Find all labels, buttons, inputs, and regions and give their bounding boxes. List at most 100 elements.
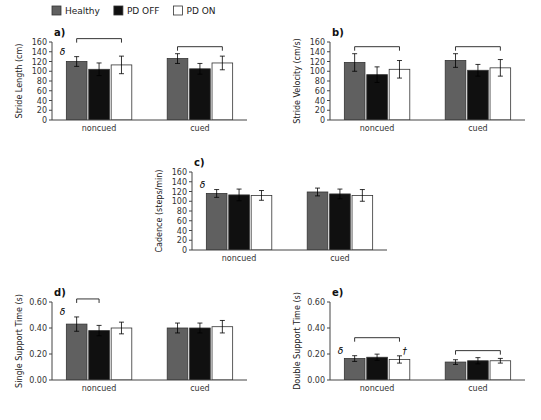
error-cap [453,67,458,68]
y-tick [189,191,192,192]
y-tick [189,181,192,182]
error-bar [352,54,357,72]
panel-title: d) [54,287,66,298]
error-line [477,64,478,76]
bar [352,195,373,250]
error-line [477,358,478,364]
error-cap [74,316,79,317]
y-tick [189,240,192,241]
y-axis [330,302,331,380]
y-axis-label: Stride Length (cm) [15,44,24,119]
bar [66,324,87,380]
error-cap [375,66,380,67]
bar [367,357,388,380]
error-cap [197,332,202,333]
error-cap [453,359,458,360]
error-bar [360,190,365,202]
error-cap [175,53,180,54]
y-tick-label: 0.40 [307,324,325,333]
bar [307,192,328,250]
x-axis [330,120,525,121]
y-tick-label: 80 [37,77,47,86]
y-tick-label: 20 [37,106,47,115]
error-bar [74,317,79,331]
legend-label: Healthy [65,6,101,16]
annotation: δ [338,346,344,356]
panel-title: e) [332,287,343,298]
error-line [99,63,100,76]
error-line [199,63,200,74]
error-bar [74,57,79,67]
error-cap [352,71,357,72]
x-tick-label: cued [330,254,349,263]
error-line [339,189,340,199]
panel-title: a) [54,27,65,38]
error-cap [97,62,102,63]
y-tick-label: 40 [177,227,187,236]
error-bar [97,63,102,76]
y-tick [327,380,330,381]
y-tick [49,302,52,303]
y-tick-label: 80 [315,77,325,86]
error-line [121,322,122,334]
bar [490,361,511,380]
error-line [177,54,178,64]
y-tick-label: 0 [320,116,325,125]
error-bar [352,356,357,362]
panel-title: c) [194,157,205,168]
y-tick-label: 120 [32,58,47,67]
error-line [354,356,355,362]
error-cap [498,59,503,60]
x-tick-label: cued [190,384,209,393]
y-tick-label: 0.60 [29,298,47,307]
bar [212,327,233,380]
error-bar [237,189,242,201]
y-tick-label: 160 [172,168,187,177]
error-cap [337,198,342,199]
annotation: δ [200,180,206,190]
figure: 020406080100120140160noncuedcuedStride L… [0,0,541,420]
error-cap [259,200,264,201]
error-cap [119,333,124,334]
error-bar [97,325,102,335]
error-cap [119,322,124,323]
error-line [399,61,400,79]
y-tick-label: 160 [310,38,325,47]
y-tick [189,201,192,202]
y-tick [327,71,330,72]
error-line [121,56,122,74]
y-tick-label: 20 [177,236,187,245]
bar [445,362,466,380]
y-tick [327,61,330,62]
y-tick [49,42,52,43]
error-line [317,188,318,196]
error-cap [475,363,480,364]
y-tick [49,90,52,91]
y-tick [49,71,52,72]
x-tick-label: noncued [360,124,395,133]
legend-swatch [114,6,123,15]
error-bar [375,67,380,83]
y-tick-label: 60 [177,217,187,226]
error-cap [352,53,357,54]
y-tick-label: 60 [37,87,47,96]
error-bar [453,54,458,68]
error-bar [220,320,225,332]
error-bar [498,60,503,77]
error-cap [220,56,225,57]
y-tick [327,90,330,91]
bar [89,331,110,380]
x-axis [330,380,525,381]
legend: HealthyPD OFFPD ON [52,6,216,16]
y-tick [49,81,52,82]
y-tick [49,61,52,62]
error-bar [119,56,124,74]
bar [167,328,188,380]
error-cap [475,357,480,358]
error-cap [375,360,380,361]
error-cap [259,190,264,191]
error-cap [397,363,402,364]
bar [344,359,365,380]
y-tick-label: 0.00 [307,376,325,385]
y-axis-label: Stride Velocity (cm/s) [293,38,302,124]
